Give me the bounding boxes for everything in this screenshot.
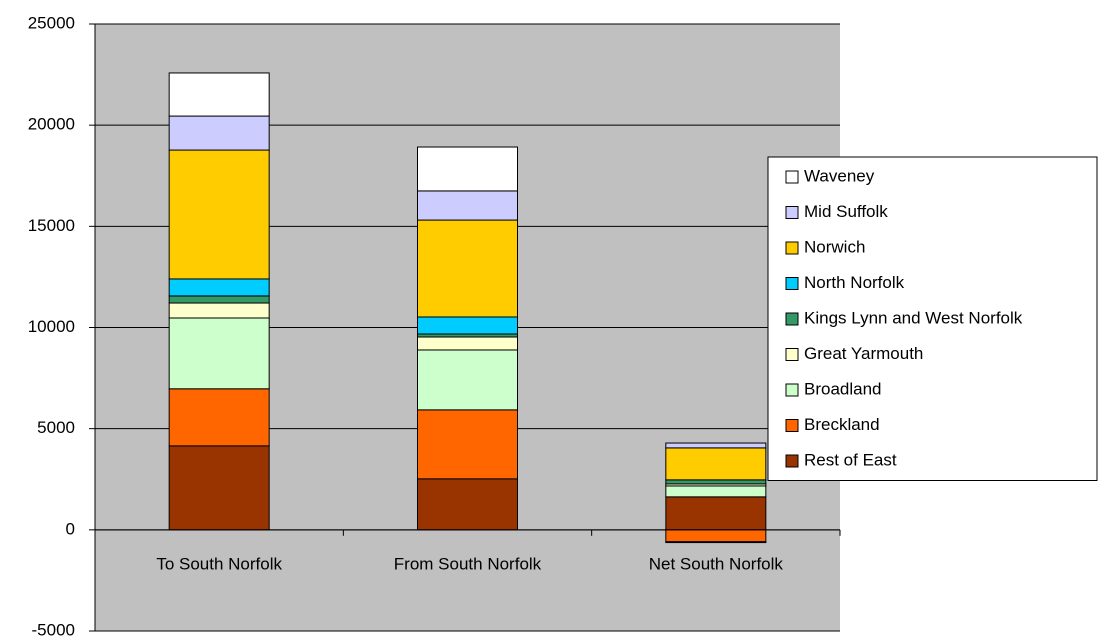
bar-segment	[665, 447, 767, 481]
bar-segment	[168, 115, 270, 151]
y-tick-label: 20000	[28, 115, 75, 134]
legend-label: Rest of East	[804, 450, 897, 469]
legend-swatch	[785, 206, 799, 219]
legend-label: Norwich	[804, 237, 865, 256]
bar-segment	[417, 349, 518, 411]
legend-swatch	[785, 312, 799, 326]
bar-segment	[665, 442, 767, 449]
bar-segment	[417, 336, 518, 351]
y-tick-label: -5000	[32, 620, 75, 637]
bar-segment	[417, 219, 518, 318]
legend-label: Great Yarmouth	[804, 344, 923, 363]
legend-label: Kings Lynn and West Norfolk	[804, 308, 1023, 327]
legend-swatch	[785, 383, 799, 397]
bar-segment	[417, 409, 518, 480]
bar-segment	[665, 485, 767, 498]
legend-swatch	[785, 241, 799, 255]
bar-segment	[168, 317, 270, 390]
legend-swatch	[785, 277, 799, 290]
bar-segment	[168, 72, 270, 117]
x-tick-label: From South Norfolk	[394, 554, 542, 573]
bar-segment	[417, 146, 518, 192]
legend-swatch	[785, 348, 799, 361]
x-tick-label: To South Norfolk	[156, 554, 282, 573]
bar-segment	[168, 278, 270, 297]
bar-segment	[665, 529, 767, 543]
y-tick-label: 10000	[28, 317, 75, 336]
bar-segment	[168, 445, 270, 531]
legend-box	[767, 156, 1098, 481]
bar-segment	[417, 316, 518, 335]
y-tick-label: 15000	[28, 216, 75, 235]
bar-segment	[168, 388, 270, 447]
y-tick-label: 0	[66, 519, 75, 538]
bar-segment	[665, 479, 767, 485]
legend-label: Broadland	[804, 379, 882, 398]
bar-segment	[168, 149, 270, 280]
legend-label: Waveney	[804, 166, 875, 185]
bar-segment	[665, 496, 767, 531]
legend-swatch	[785, 170, 799, 184]
bar-segment	[168, 295, 270, 304]
y-tick-label: 25000	[28, 13, 75, 32]
x-tick-label: Net South Norfolk	[649, 554, 784, 573]
y-tick-label: 5000	[37, 418, 75, 437]
legend-label: North Norfolk	[804, 273, 905, 292]
bar-segment	[417, 190, 518, 221]
legend-swatch	[785, 454, 799, 468]
legend-label: Breckland	[804, 415, 880, 434]
bar-segment	[665, 541, 767, 544]
legend-swatch	[785, 419, 799, 432]
bar-segment	[168, 302, 270, 319]
legend-label: Mid Suffolk	[804, 202, 888, 221]
bar-segment	[417, 478, 518, 531]
